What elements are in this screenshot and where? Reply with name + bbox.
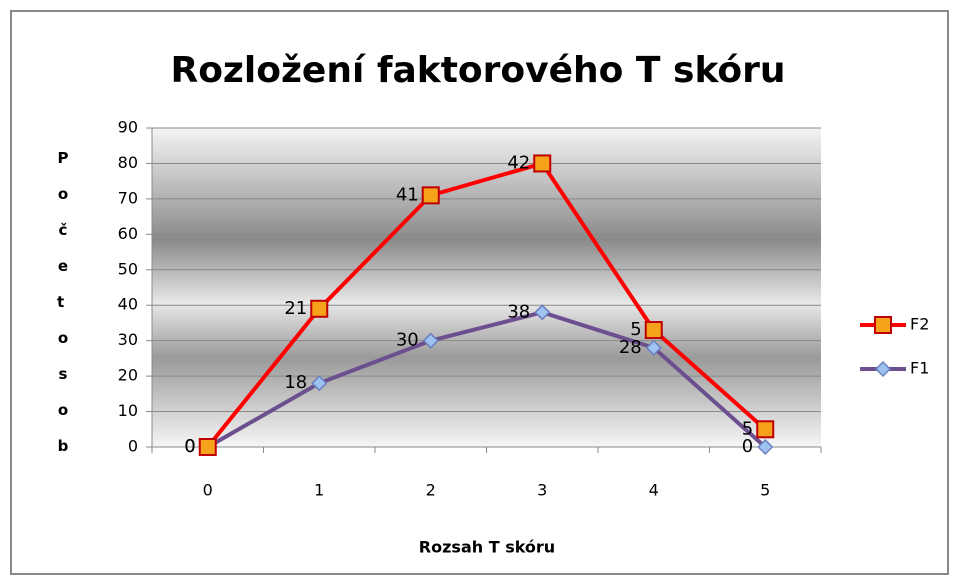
marker <box>644 321 663 340</box>
plot-area <box>152 128 821 447</box>
data-label: 0 <box>184 436 195 457</box>
y-tick-label: 80 <box>118 153 138 172</box>
x-axis-label: Rozsah T skóru <box>419 538 555 557</box>
marker <box>534 304 551 321</box>
data-label: 28 <box>619 337 642 358</box>
y-tick-label: 10 <box>118 401 138 420</box>
marker <box>533 154 552 173</box>
y-axis-label: Počet osob <box>57 149 70 455</box>
marker <box>422 332 439 349</box>
series-line <box>206 161 767 449</box>
y-tick-label: 0 <box>128 437 138 456</box>
y-tick-label: 60 <box>118 224 138 243</box>
marker <box>311 375 328 392</box>
legend-label: F1 <box>910 359 929 378</box>
x-tick-label: 2 <box>426 481 436 500</box>
data-label: 42 <box>507 152 530 173</box>
data-label: 0 <box>742 436 753 457</box>
y-tick-label: 40 <box>118 295 138 314</box>
x-tick-label: 4 <box>649 481 659 500</box>
x-tick-label: 0 <box>203 481 213 500</box>
series-line <box>206 310 767 449</box>
x-tick-label: 5 <box>760 481 770 500</box>
chart-title: Rozložení faktorového T skóru <box>170 50 785 91</box>
marker <box>756 420 775 439</box>
data-label: 5 <box>630 319 641 340</box>
marker <box>874 316 892 334</box>
data-label: 5 <box>742 418 753 439</box>
marker <box>421 186 440 205</box>
data-label: 21 <box>284 298 307 319</box>
y-tick-label: 30 <box>118 330 138 349</box>
y-tick-label: 90 <box>118 118 138 137</box>
marker <box>757 438 774 456</box>
data-label: 41 <box>396 184 419 205</box>
data-label: 38 <box>507 301 530 322</box>
marker <box>645 339 662 356</box>
data-label: 0 <box>184 436 195 457</box>
x-tick-label: 3 <box>537 481 547 500</box>
y-tick-label: 20 <box>118 366 138 385</box>
marker <box>198 438 217 456</box>
marker <box>874 360 892 378</box>
x-tick-label: 1 <box>314 481 324 500</box>
data-label: 18 <box>284 372 307 393</box>
data-label: 30 <box>396 330 419 351</box>
legend-label: F2 <box>910 315 929 334</box>
marker <box>310 299 329 318</box>
y-tick-label: 70 <box>118 188 138 207</box>
y-tick-label: 50 <box>118 259 138 278</box>
